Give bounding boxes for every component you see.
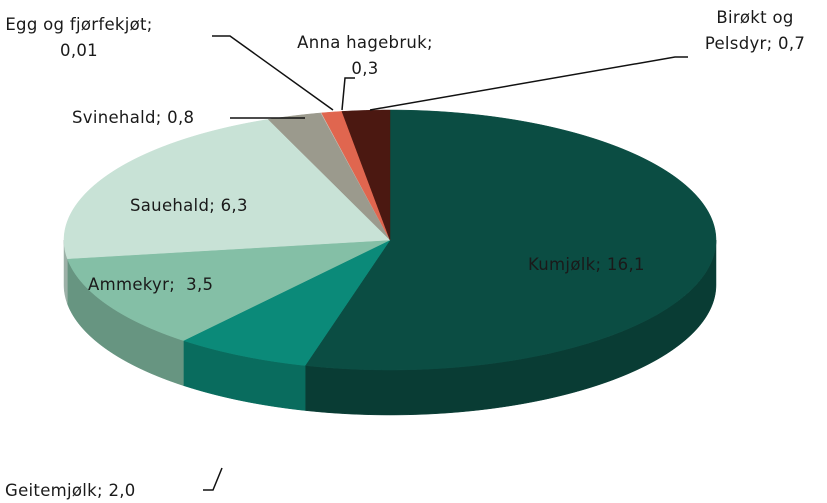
slice xyxy=(63,119,391,259)
data-label: Sauehald; 6,3 xyxy=(130,196,248,215)
data-label: Ammekyr; 3,5 xyxy=(88,275,214,294)
data-label: Geitemjølk; 2,0 xyxy=(5,481,136,500)
slice xyxy=(304,109,717,371)
leaders xyxy=(203,35,688,491)
leader-line xyxy=(212,35,334,111)
data-label: Anna hagebruk; 0,3 xyxy=(297,33,433,78)
leader-line xyxy=(203,467,223,491)
slice xyxy=(341,109,391,241)
data-label: Birøkt og Pelsdyr; 0,7 xyxy=(704,8,806,53)
leader-line xyxy=(369,56,688,111)
leader-line xyxy=(341,77,355,111)
data-label: Svinehald; 0,8 xyxy=(72,108,195,127)
data-label: Egg og fjørfekjøt; 0,01 xyxy=(4,12,209,64)
tops xyxy=(63,109,717,371)
slice xyxy=(67,239,391,341)
data-label-text: Egg og fjørfekjøt; 0,01 xyxy=(5,15,153,60)
slice xyxy=(182,239,391,366)
sides xyxy=(63,239,717,416)
data-label: Kumjølk; 16,1 xyxy=(528,255,645,274)
